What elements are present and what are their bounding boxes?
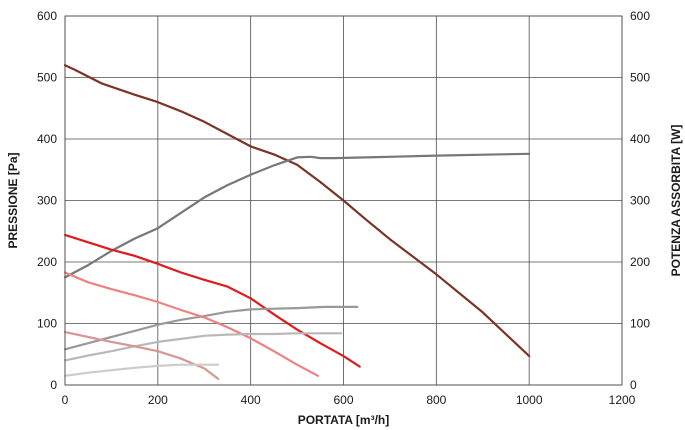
- y-tick-label-left: 400: [37, 132, 57, 146]
- y-tick-label-left: 300: [37, 194, 57, 208]
- y-tick-label-right: 400: [630, 132, 650, 146]
- x-tick-label: 1000: [516, 393, 543, 407]
- y-tick-label-left: 500: [37, 71, 57, 85]
- pressure-curve-3: [63, 233, 361, 368]
- x-tick-label: 400: [241, 393, 261, 407]
- y-axis-label-right: POTENZA ASSORBITA [W]: [669, 125, 683, 277]
- x-tick-label: 1200: [609, 393, 636, 407]
- y-axis-label-left: PRESSIONE [Pa]: [6, 152, 20, 248]
- pressure-curve-5: [63, 271, 320, 377]
- x-tick-label: 0: [62, 393, 69, 407]
- tick-labels: 0 200 400 600 800 1000 12000100200300400500600…: [37, 9, 650, 407]
- y-tick-label-right: 600: [630, 9, 650, 23]
- power-curve-4: [63, 305, 359, 351]
- pressure-curve-1: [63, 64, 531, 358]
- y-tick-label-left: 100: [37, 317, 57, 331]
- y-tick-label-right: 200: [630, 255, 650, 269]
- power-curve-6: [63, 332, 343, 362]
- y-tick-label-left: 0: [50, 378, 57, 392]
- pressure-curve-7: [63, 331, 220, 380]
- y-tick-label-right: 0: [630, 378, 637, 392]
- x-tick-label: 200: [148, 393, 168, 407]
- y-tick-label-right: 500: [630, 71, 650, 85]
- x-tick-label: 800: [426, 393, 446, 407]
- y-tick-label-right: 100: [630, 317, 650, 331]
- x-axis-label: PORTATA [m³/h]: [298, 413, 390, 427]
- y-tick-label-left: 200: [37, 255, 57, 269]
- power-curve-8: [63, 363, 220, 377]
- x-tick-label: 600: [333, 393, 353, 407]
- series-lines: [63, 64, 531, 380]
- y-tick-label-left: 600: [37, 9, 57, 23]
- plot-frame: [64, 15, 623, 386]
- power-curve-2: [63, 152, 531, 279]
- y-tick-label-right: 300: [630, 194, 650, 208]
